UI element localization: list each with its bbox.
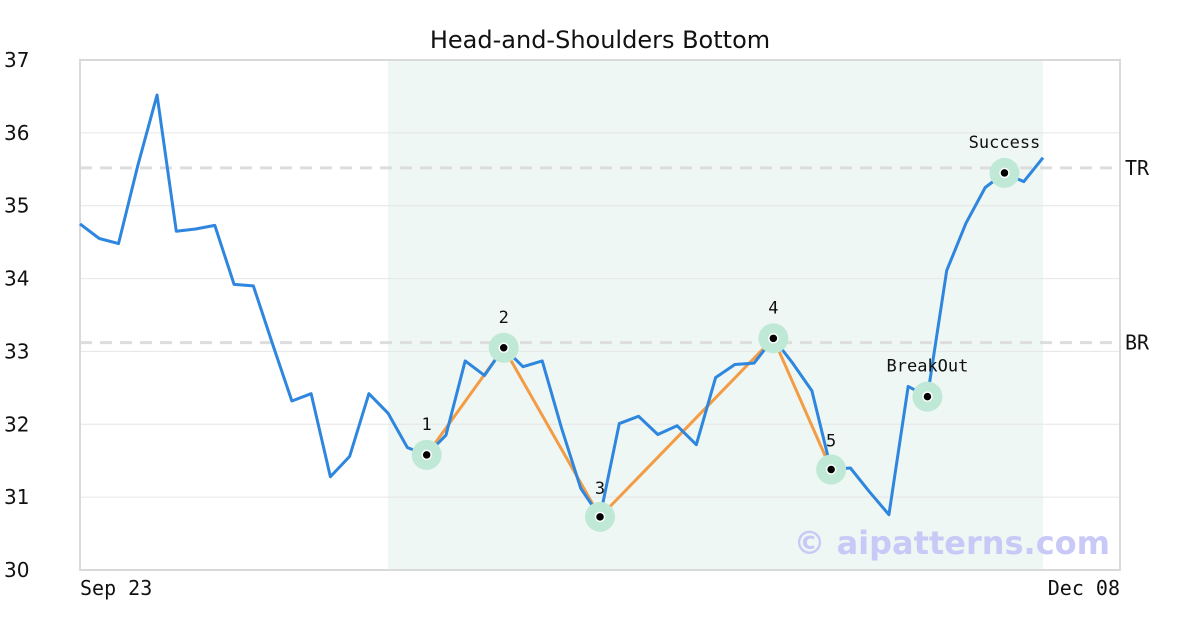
y-tick-label: 37 <box>4 48 29 72</box>
pattern-label-5: 5 <box>826 431 836 451</box>
y-tick-label: 30 <box>4 558 29 582</box>
chart-title: Head-and-Shoulders Bottom <box>430 26 770 54</box>
marker-point-1 <box>421 449 432 461</box>
marker-point-2 <box>498 342 509 354</box>
pattern-label-4: 4 <box>768 298 778 318</box>
pattern-label-3: 3 <box>595 479 605 499</box>
x-axis-ticks: Sep 23 Dec 08 <box>80 576 1120 600</box>
marker-point-5 <box>825 464 837 475</box>
x-tick-label: Dec 08 <box>1048 576 1120 600</box>
pattern-label-breakout: BreakOut <box>886 357 968 377</box>
marker-point-success <box>999 167 1010 179</box>
pattern-markers: 1 2 3 4 5 BreakOut Success <box>411 133 1041 532</box>
marker-point-3 <box>594 511 606 523</box>
reference-label-tr: TR <box>1125 156 1150 180</box>
x-tick-label: Sep 23 <box>80 576 152 600</box>
y-tick-label: 36 <box>4 121 29 145</box>
y-tick-label: 34 <box>4 267 29 291</box>
y-tick-label: 32 <box>4 412 29 436</box>
y-tick-label: 35 <box>4 194 29 218</box>
y-tick-label: 31 <box>4 485 29 509</box>
marker-point-breakout <box>922 391 933 402</box>
y-tick-label: 33 <box>4 339 29 363</box>
y-axis-ticks: 30 31 32 33 34 35 36 37 <box>4 48 29 582</box>
marker-point-4 <box>768 333 779 344</box>
pattern-highlight-band <box>388 60 1043 570</box>
reference-label-br: BR <box>1125 331 1150 355</box>
price-series-line <box>79 93 1045 519</box>
watermark: © aipatterns.com <box>793 524 1110 562</box>
pattern-label-success: Success <box>969 133 1041 153</box>
reference-lines: TR BR <box>80 156 1150 355</box>
pattern-label-1: 1 <box>422 415 432 435</box>
pattern-label-2: 2 <box>499 308 509 328</box>
plot-frame <box>79 59 1121 571</box>
